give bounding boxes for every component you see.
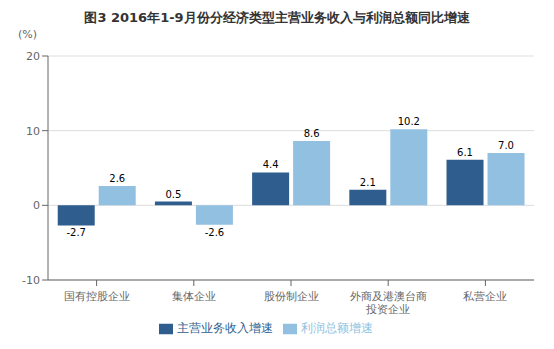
svg-text:10.2: 10.2 [398,116,420,127]
svg-text:6.1: 6.1 [457,147,473,158]
html-text:利润总额增速: 利润总额增速 [301,321,373,335]
html-text:主营业务收入增速: 主营业务收入增速 [177,321,273,335]
svg-text:股份制企业: 股份制企业 [264,290,319,303]
svg-text:外商及港澳台商投资企业: 外商及港澳台商投资企业 [350,290,427,316]
svg-text:私营企业: 私营企业 [463,290,507,303]
svg-text:2.1: 2.1 [360,177,376,188]
html-text:图3 2016年1-9月份分经济类型主营业务收入与利润总额同: 图3 2016年1-9月份分经济类型主营业务收入与利润总额同比增速 [84,10,470,25]
svg-text:2.6: 2.6 [109,173,125,184]
svg-text:国有控股企业: 国有控股企业 [64,290,130,303]
svg-text:-2.7: -2.7 [66,227,86,238]
svg-text:0.5: 0.5 [165,189,181,200]
svg-text:8.6: 8.6 [304,128,320,139]
svg-text:-2.6: -2.6 [205,227,225,238]
svg-text:集体企业: 集体企业 [172,290,216,303]
svg-text:7.0: 7.0 [498,140,514,151]
svg-text:4.4: 4.4 [263,159,279,170]
svg-text:10: 10 [26,125,40,138]
svg-text:0: 0 [33,199,40,212]
svg-text:20: 20 [26,50,40,63]
svg-text:-10: -10 [22,274,40,287]
